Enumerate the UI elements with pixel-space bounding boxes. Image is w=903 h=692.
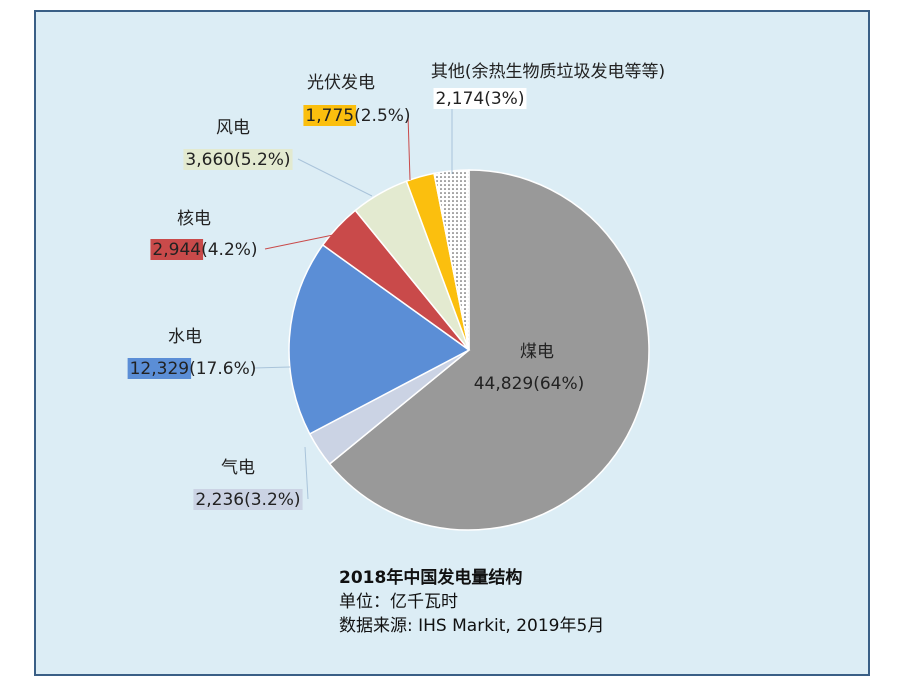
pie-slice-6 [433,169,470,351]
slice-value-group-2: 12,329 (17.6%) [127,358,256,379]
slice-label-2: 水电 [168,327,202,347]
slice-label-3: 核电 [177,209,211,229]
slice-value-group-6: 2,174 (3%) [433,88,527,109]
slice-value-group-0: 44,829 (64%) [474,374,585,394]
slice-value-4: 3,660 [185,150,234,170]
slice-value-group-5: 1,775 (2.5%) [303,105,411,126]
leader-line-5 [407,114,411,181]
pie-slice-2 [288,243,471,435]
leader-line-2 [252,366,291,369]
slice-pct-1: (3.2%) [244,490,300,510]
slice-value-6: 2,174 [436,89,485,109]
slice-value-2: 12,329 [130,359,189,379]
slice-value-1: 2,236 [195,490,244,510]
slice-label-box-4 [183,149,293,170]
slice-value-3: 2,944 [152,240,201,260]
slice-label-6: 其他(余热生物质垃圾发电等等) [431,62,665,82]
slice-label-box-1 [193,489,303,510]
chart-source: 数据来源: IHS Markit, 2019年5月 [339,616,605,636]
slice-label-1: 气电 [221,458,255,478]
slice-value-group-3: 2,944 (4.2%) [150,239,258,260]
slice-pct-2: (17.6%) [189,359,256,379]
leader-line-4 [297,158,373,197]
slice-pct-5: (2.5%) [354,106,410,126]
slice-label-4: 风电 [216,118,250,138]
slice-label-box-6 [433,88,527,109]
chart-title: 2018年中国发电量结构 [339,568,523,588]
slice-value-box-5 [303,105,357,126]
slice-pct-4: (5.2%) [234,150,290,170]
slice-label-5: 光伏发电 [307,73,375,93]
slice-value-0: 44,829 [474,374,533,394]
slice-pct-3: (4.2%) [201,240,257,260]
leader-line-1 [304,446,309,500]
slice-value-box-2 [127,358,192,379]
chart-unit: 单位：亿千瓦时 [339,592,458,612]
slice-pct-0: (64%) [533,374,584,394]
slice-value-box-3 [150,239,204,260]
chart-caption: 2018年中国发电量结构 单位：亿千瓦时 数据来源: IHS Markit, 2… [339,566,604,638]
slice-value-5: 1,775 [305,106,354,126]
pie-slice-0 [328,169,650,531]
slice-value-group-4: 3,660 (5.2%) [183,149,293,170]
slice-label-0: 煤电 [520,342,554,362]
leader-line-3 [264,234,334,250]
slice-value-group-1: 2,236 (3.2%) [193,489,303,510]
slice-pct-6: (3%) [484,89,524,109]
